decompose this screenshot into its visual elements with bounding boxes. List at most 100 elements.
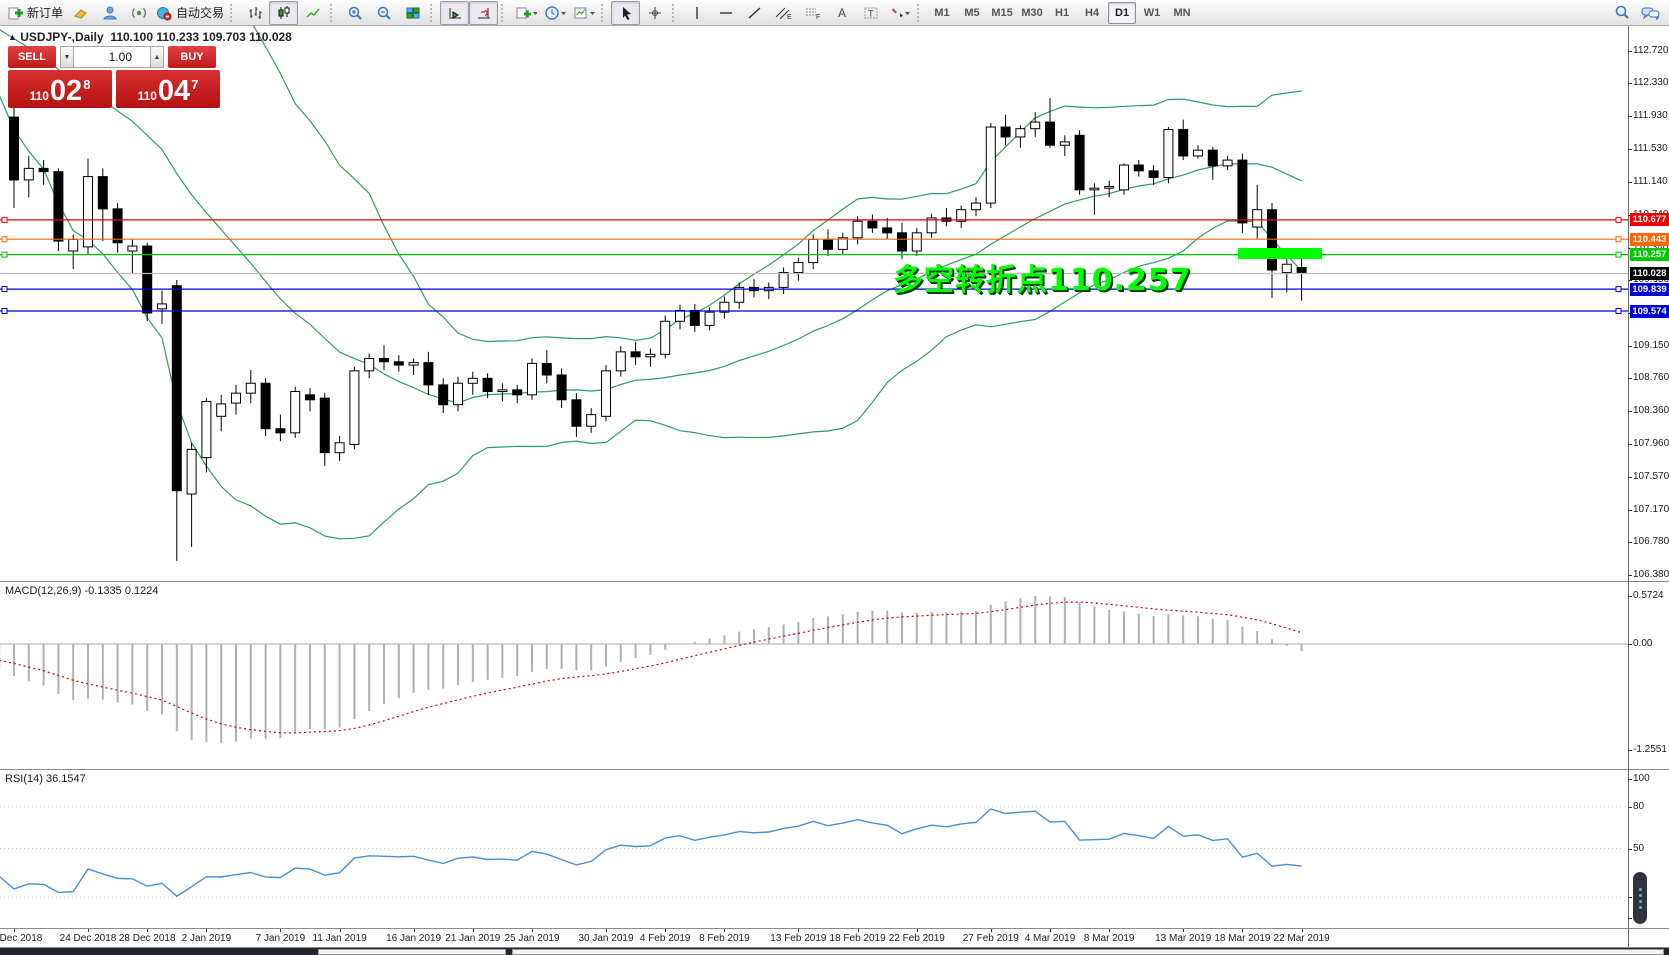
timeframe-M5[interactable]: M5 [964, 6, 980, 19]
date-label: 18 Mar 2019 [1214, 933, 1271, 944]
buy-button[interactable]: BUY [168, 46, 216, 68]
vertical-line-button[interactable] [682, 1, 711, 25]
bottom-window-strip [0, 948, 1669, 955]
date-tick-mark [413, 929, 415, 932]
date-tick-mark [916, 929, 918, 932]
hline-handle[interactable] [1, 216, 8, 223]
price-flag-109.839: 109.839 [1630, 282, 1669, 296]
volume-down-button[interactable]: ▼ [60, 46, 74, 68]
highlight-rectangle[interactable] [1238, 248, 1322, 259]
signals-button[interactable] [124, 1, 153, 25]
hline-handle[interactable] [1, 236, 8, 243]
pane-separator[interactable] [0, 769, 1669, 770]
price-tick-mark [1628, 378, 1632, 380]
autotrade-button[interactable]: 自动交易 [153, 1, 227, 25]
date-label: 22 Feb 2019 [888, 933, 945, 944]
date-label: 24 Dec 2018 [59, 933, 117, 944]
cursor-button[interactable] [611, 0, 641, 25]
toolbar: 新订单 自动交易 [0, 0, 1669, 26]
date-tick-mark [472, 929, 474, 932]
hline-handle[interactable] [1615, 216, 1622, 223]
timeframe-M30[interactable]: M30 [1021, 6, 1043, 19]
price-tick: 109.150 [1633, 340, 1669, 352]
chart-shift-button[interactable] [469, 0, 499, 25]
date-label: 8 Feb 2019 [699, 933, 750, 944]
zoom-out-button[interactable] [369, 1, 398, 25]
rsi-pane[interactable] [0, 770, 1628, 928]
timeframe-M15[interactable]: M15 [991, 6, 1013, 19]
bollinger-upper [253, 26, 1302, 343]
date-tick-mark [206, 929, 208, 932]
timeframe-D1[interactable]: D1 [1108, 1, 1137, 24]
autotrade-icon [156, 5, 172, 21]
timeframe-MN[interactable]: MN [1173, 6, 1191, 19]
date-tick-mark [990, 929, 992, 932]
pane-separator[interactable] [0, 581, 1669, 582]
hline-handle[interactable] [1, 251, 8, 258]
date-label: 4 Feb 2019 [639, 933, 691, 944]
fibonacci-button[interactable]: F [798, 1, 827, 25]
add-indicator-button[interactable] [511, 1, 540, 25]
zoom-in-button[interactable] [340, 1, 369, 25]
svg-text:A: A [838, 6, 846, 20]
text-button[interactable]: A [827, 1, 856, 25]
search-button[interactable] [1607, 1, 1636, 25]
candlestick-button[interactable] [269, 0, 299, 25]
history-center-button[interactable] [66, 1, 95, 25]
volume-input[interactable]: 1.00 [74, 46, 150, 68]
price-tick: 107.960 [1633, 438, 1669, 450]
price-tick-mark [1628, 51, 1632, 52]
buy-price[interactable]: 110 04 7 [116, 70, 220, 108]
line-chart-button[interactable] [298, 1, 327, 25]
timeframe-W1[interactable]: W1 [1143, 6, 1161, 19]
date-label: 2 Jan 2019 [181, 933, 232, 944]
main-chart-pane[interactable] [0, 26, 1628, 581]
horizontal-line-button[interactable] [711, 1, 740, 25]
template-button[interactable] [569, 1, 598, 25]
auto-scroll-button[interactable] [440, 0, 470, 25]
new-order-button[interactable]: 新订单 [4, 1, 66, 25]
timeframe-H4[interactable]: H4 [1085, 6, 1100, 19]
trendline-button[interactable] [740, 1, 769, 25]
collapse-icon[interactable]: ▲ [8, 32, 17, 42]
rsi-tick: 100 [1633, 773, 1650, 784]
bar-chart-button[interactable] [240, 1, 269, 25]
toolbar-grip [601, 3, 608, 22]
hline-handle[interactable] [1615, 308, 1622, 314]
hline-handle[interactable] [1, 286, 8, 293]
date-label: 4 Mar 2019 [1024, 933, 1076, 944]
date-label: 8 Mar 2019 [1083, 933, 1135, 944]
arrows-button[interactable] [885, 1, 914, 25]
date-label: 18 Feb 2019 [829, 933, 886, 944]
crosshair-button[interactable] [640, 1, 669, 25]
price-flag-110.028: 110.028 [1630, 266, 1669, 280]
period-button[interactable] [540, 1, 569, 25]
date-label: 25 Jan 2019 [504, 933, 560, 944]
tile-windows-button[interactable] [398, 1, 427, 25]
chat-button[interactable] [1636, 1, 1665, 25]
hline-handle[interactable] [1, 308, 8, 314]
rsi-line [0, 808, 1302, 898]
text-label-button[interactable]: T [856, 1, 885, 25]
sell-button[interactable]: SELL [8, 46, 56, 68]
svg-text:T: T [868, 8, 874, 18]
bollinger-lower [0, 95, 1303, 540]
signal-icon [131, 5, 147, 21]
profile-button[interactable] [95, 1, 124, 25]
timeframe-M1[interactable]: M1 [934, 6, 950, 19]
toolbar-grip [230, 3, 237, 22]
date-label: 22 Mar 2019 [1273, 933, 1330, 944]
price-tick-mark [1628, 476, 1632, 478]
macd-pane[interactable] [0, 582, 1628, 769]
volume-up-button[interactable]: ▲ [150, 46, 164, 68]
pane-separator [0, 947, 1669, 948]
hline-handle[interactable] [1615, 251, 1622, 258]
hline-handle[interactable] [1615, 286, 1622, 293]
channel-button[interactable]: E [769, 1, 798, 25]
timeframe-H1[interactable]: H1 [1055, 6, 1070, 19]
hline-handle[interactable] [1615, 236, 1622, 243]
sell-price[interactable]: 110 02 8 [8, 70, 112, 108]
price-tick: 111.140 [1633, 175, 1668, 187]
